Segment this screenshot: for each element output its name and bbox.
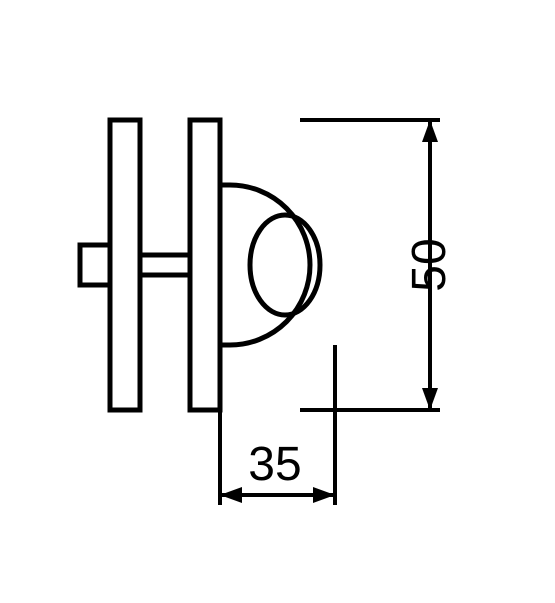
plate-right bbox=[190, 120, 220, 410]
plate-left bbox=[110, 120, 140, 410]
spindle bbox=[80, 245, 110, 285]
knob-body bbox=[220, 185, 310, 345]
dim-label-35: 35 bbox=[248, 438, 301, 491]
stem bbox=[140, 255, 190, 275]
dim-label-50: 50 bbox=[403, 238, 456, 291]
